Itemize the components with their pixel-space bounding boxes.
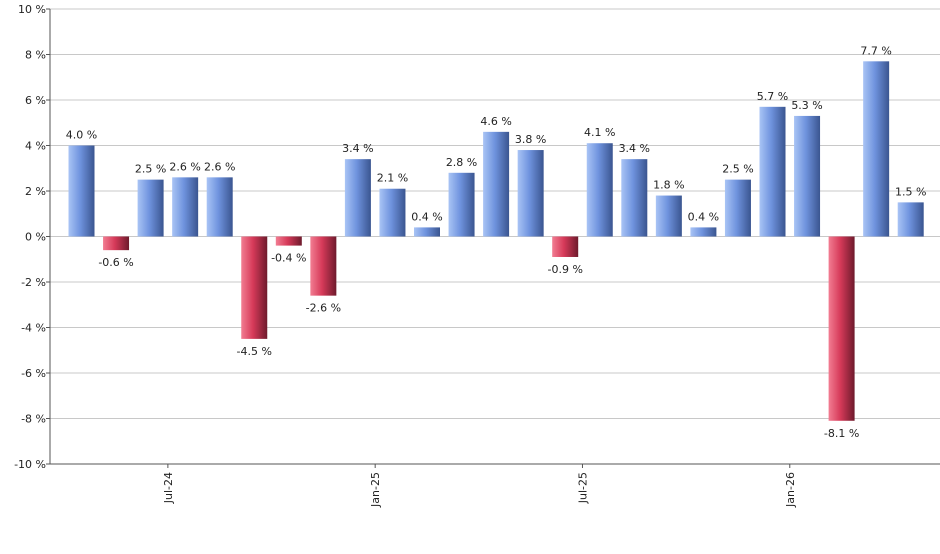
bar bbox=[448, 172, 475, 237]
y-tick-label: 10 % bbox=[18, 3, 46, 16]
bar bbox=[206, 177, 233, 237]
bar bbox=[759, 106, 786, 237]
bar bbox=[724, 179, 751, 237]
y-tick-label: -10 % bbox=[14, 458, 46, 471]
y-tick-label: 6 % bbox=[25, 94, 46, 107]
y-tick-label: 2 % bbox=[25, 185, 46, 198]
data-label: -0.6 % bbox=[98, 256, 133, 269]
data-label: -0.9 % bbox=[547, 263, 582, 276]
data-label: 3.4 % bbox=[619, 142, 650, 155]
bar bbox=[103, 236, 130, 251]
y-tick-label: 0 % bbox=[25, 231, 46, 244]
bar bbox=[794, 115, 821, 237]
data-label: 2.6 % bbox=[169, 160, 200, 173]
data-label: 5.7 % bbox=[757, 90, 788, 103]
data-label: -8.1 % bbox=[824, 427, 859, 440]
data-label: -0.4 % bbox=[271, 252, 306, 265]
y-tick-label: 8 % bbox=[25, 49, 46, 62]
data-label: 2.6 % bbox=[204, 160, 235, 173]
bar bbox=[483, 131, 510, 237]
data-label: 7.7 % bbox=[860, 44, 891, 57]
bar bbox=[310, 236, 337, 296]
bar bbox=[172, 177, 199, 237]
y-tick-label: -6 % bbox=[21, 367, 46, 380]
data-label: 2.5 % bbox=[722, 163, 753, 176]
bar bbox=[863, 61, 890, 237]
data-label: 2.5 % bbox=[135, 163, 166, 176]
data-label: 0.4 % bbox=[411, 210, 442, 223]
bar bbox=[828, 236, 855, 421]
x-tick-label: Jan-26 bbox=[784, 472, 797, 508]
bar bbox=[344, 159, 371, 237]
y-tick-label: -8 % bbox=[21, 413, 46, 426]
data-label: -4.5 % bbox=[237, 345, 272, 358]
bar bbox=[275, 236, 302, 246]
bar bbox=[690, 227, 717, 237]
bar bbox=[414, 227, 440, 237]
data-label: 2.8 % bbox=[446, 156, 477, 169]
data-label: -2.6 % bbox=[306, 302, 341, 315]
data-label: 1.8 % bbox=[653, 179, 684, 192]
data-label: 4.1 % bbox=[584, 126, 615, 139]
data-label: 3.8 % bbox=[515, 133, 546, 146]
x-tick-label: Jul-24 bbox=[162, 472, 175, 504]
data-label: 0.4 % bbox=[688, 210, 719, 223]
y-axis-ticks: 10 % 8 % 6 % 4 % 2 % 0 % -2 % -4 % -6 % -8 % -10 % bbox=[14, 3, 50, 471]
data-label: 5.3 % bbox=[791, 99, 822, 112]
data-label: 2.1 % bbox=[377, 172, 408, 185]
y-tick-label: -2 % bbox=[21, 276, 46, 289]
bar bbox=[897, 202, 924, 237]
data-label: 1.5 % bbox=[895, 185, 926, 198]
bar bbox=[137, 179, 164, 237]
x-tick-label: Jan-25 bbox=[369, 472, 382, 508]
bar bbox=[241, 236, 268, 339]
bar bbox=[68, 145, 95, 237]
data-labels: 4.0 %-0.6 %2.5 % 2.6 % 2.6 %-4.5 %-0.4 %-2… bbox=[66, 44, 927, 439]
x-tick-label: Jul-25 bbox=[576, 472, 589, 504]
bar bbox=[586, 143, 613, 237]
y-tick-label: 4 % bbox=[25, 140, 46, 153]
bar bbox=[379, 188, 406, 237]
bar bbox=[552, 236, 579, 257]
bars bbox=[68, 61, 924, 421]
data-label: 4.0 % bbox=[66, 129, 97, 142]
data-label: 3.4 % bbox=[342, 142, 373, 155]
bar bbox=[621, 159, 648, 237]
x-axis-ticks: Jul-24 Jan-25 Jul-25 Jan-26 bbox=[162, 464, 797, 508]
y-tick-label: -4 % bbox=[21, 322, 46, 335]
data-label: 4.6 % bbox=[480, 115, 511, 128]
bar bbox=[517, 150, 544, 237]
bar bbox=[655, 195, 682, 237]
